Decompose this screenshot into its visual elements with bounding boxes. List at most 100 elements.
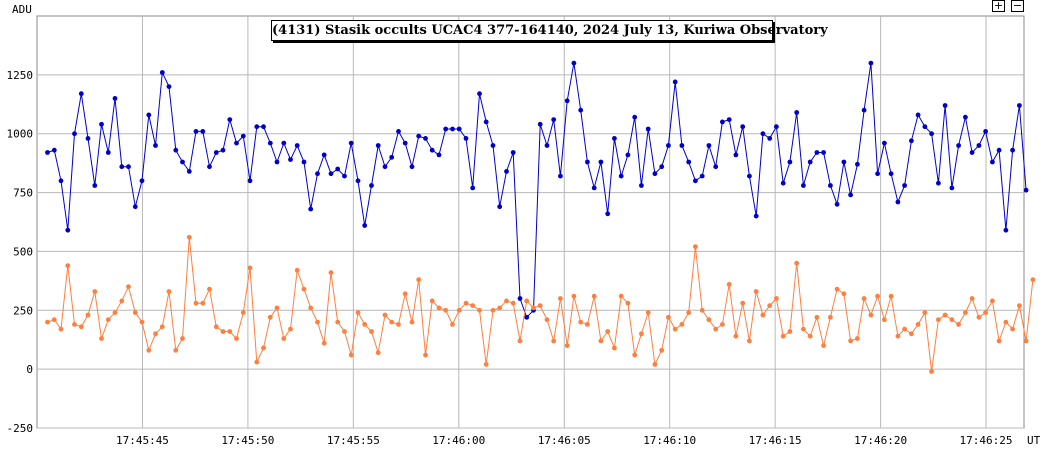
data-point bbox=[186, 169, 192, 174]
data-point bbox=[261, 124, 266, 130]
data-point bbox=[490, 143, 496, 148]
data-point bbox=[450, 322, 455, 327]
data-point bbox=[679, 143, 685, 148]
data-point bbox=[490, 307, 496, 313]
data-point bbox=[922, 310, 928, 315]
data-point bbox=[942, 103, 948, 108]
data-point bbox=[801, 183, 806, 188]
data-point bbox=[612, 136, 617, 141]
data-point bbox=[348, 352, 354, 358]
data-point bbox=[227, 117, 233, 122]
data-point bbox=[99, 336, 104, 341]
data-point bbox=[416, 277, 422, 283]
series-2 bbox=[45, 234, 1036, 374]
data-point bbox=[976, 143, 982, 148]
x-tick-label: 17:46:20 bbox=[854, 434, 907, 447]
data-point bbox=[699, 307, 705, 313]
data-point bbox=[537, 121, 543, 127]
data-point bbox=[693, 178, 698, 184]
data-point bbox=[510, 300, 516, 306]
data-point bbox=[699, 173, 705, 179]
data-point bbox=[895, 333, 901, 339]
data-point bbox=[794, 110, 800, 115]
data-point bbox=[672, 79, 678, 85]
data-point bbox=[841, 291, 847, 297]
x-tick-label: 17:46:10 bbox=[643, 434, 696, 447]
data-point bbox=[355, 178, 361, 184]
data-point bbox=[672, 326, 678, 332]
data-point bbox=[969, 296, 975, 301]
data-point bbox=[693, 244, 698, 250]
data-point bbox=[92, 183, 98, 188]
data-point bbox=[504, 169, 509, 174]
data-point bbox=[740, 300, 746, 306]
data-point bbox=[450, 126, 455, 132]
data-point bbox=[720, 119, 725, 125]
y-axis-label: ADU bbox=[12, 3, 32, 16]
data-point bbox=[429, 147, 435, 153]
data-point bbox=[983, 129, 988, 134]
data-point bbox=[78, 91, 84, 97]
data-point bbox=[416, 133, 422, 139]
data-point bbox=[1030, 277, 1036, 283]
data-point bbox=[733, 333, 739, 339]
data-point bbox=[112, 310, 118, 315]
data-point bbox=[200, 129, 206, 134]
data-point bbox=[767, 303, 773, 308]
data-point bbox=[105, 150, 111, 155]
data-point bbox=[65, 263, 71, 268]
data-point bbox=[396, 129, 401, 134]
data-point bbox=[369, 329, 374, 334]
data-point bbox=[45, 319, 50, 325]
data-point bbox=[625, 300, 631, 306]
data-point bbox=[308, 305, 314, 311]
data-point bbox=[1017, 103, 1022, 108]
plot-background bbox=[36, 15, 1025, 429]
data-point bbox=[524, 314, 530, 320]
data-point bbox=[456, 126, 462, 132]
data-point bbox=[591, 185, 597, 191]
data-point bbox=[963, 310, 968, 315]
data-point bbox=[92, 289, 98, 294]
data-point bbox=[321, 340, 327, 346]
data-point bbox=[996, 147, 1002, 153]
x-tick-label: 17:46:05 bbox=[538, 434, 591, 447]
data-point bbox=[936, 180, 941, 186]
data-point bbox=[875, 293, 880, 299]
series-layer bbox=[45, 60, 1036, 374]
data-point bbox=[186, 234, 192, 240]
zoom-in-button[interactable]: + bbox=[992, 0, 1005, 12]
data-point bbox=[801, 326, 806, 332]
data-point bbox=[321, 152, 327, 158]
data-point bbox=[969, 150, 975, 155]
data-point bbox=[294, 143, 300, 148]
data-point bbox=[362, 223, 368, 228]
data-point bbox=[1010, 326, 1015, 332]
data-point bbox=[51, 317, 57, 323]
data-point bbox=[598, 338, 604, 344]
data-point bbox=[510, 150, 516, 155]
data-point bbox=[747, 338, 752, 344]
data-point bbox=[753, 213, 759, 219]
data-point bbox=[774, 296, 779, 301]
data-point bbox=[159, 324, 165, 330]
data-point bbox=[126, 164, 131, 170]
data-point bbox=[463, 300, 469, 306]
data-point bbox=[645, 310, 651, 315]
data-point bbox=[551, 338, 557, 344]
data-point bbox=[240, 310, 246, 315]
data-point bbox=[544, 143, 550, 148]
data-point bbox=[618, 293, 624, 299]
data-point bbox=[483, 362, 489, 367]
data-point bbox=[551, 117, 557, 122]
grid-lines bbox=[37, 16, 1024, 429]
data-point bbox=[423, 136, 428, 141]
data-point bbox=[632, 352, 638, 358]
data-point bbox=[807, 333, 813, 339]
data-point bbox=[456, 307, 462, 313]
data-point bbox=[315, 171, 320, 177]
data-point bbox=[855, 336, 860, 341]
data-point bbox=[632, 114, 638, 120]
zoom-out-button[interactable]: − bbox=[1011, 0, 1024, 12]
data-point bbox=[348, 140, 354, 146]
